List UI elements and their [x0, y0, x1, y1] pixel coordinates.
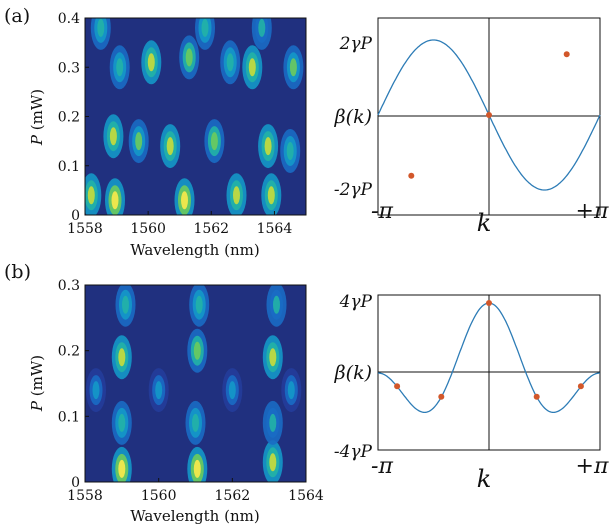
- heatmap-b-ytick-label: 0.2: [58, 344, 80, 360]
- heatmap-b-ytick-label: 0.3: [58, 278, 80, 294]
- heatmap-b-xtick-label: 1558: [67, 488, 103, 504]
- heatmap-b-xtick-label: 1562: [215, 488, 251, 504]
- heatmap-a-xtick-label: 1562: [193, 221, 229, 237]
- heatmap-b-ylabel-italic: P: [28, 400, 46, 412]
- dispersion-b-marker-4: [577, 383, 584, 390]
- heatmap-a-spot-0-layer-2: [87, 186, 95, 205]
- dispersion-b-ytick-top: 4γP: [339, 292, 373, 312]
- heatmap-b-xtick-label: 1564: [288, 488, 324, 504]
- heatmap-b-xtick-label: 1560: [141, 488, 177, 504]
- heatmap-a-spot-9-layer-2: [264, 137, 272, 156]
- dispersion-b-marker-1: [438, 393, 445, 400]
- heatmap-a-spot-13-layer-2: [185, 48, 193, 67]
- heatmap-b-spot-10-layer-2: [155, 381, 163, 400]
- heatmap-b-spot-7-layer-2: [193, 341, 201, 360]
- heatmap-b-ylabel-rest: (mW): [28, 355, 46, 401]
- heatmap-a-ytick-label: 0.1: [58, 159, 80, 175]
- dispersion-b-marker-3: [533, 393, 540, 400]
- heatmap-a-spot-1-layer-2: [111, 191, 119, 210]
- heatmap-a-ytick-label: 0.2: [58, 110, 80, 126]
- heatmap-b-ytick-label: 0.1: [58, 409, 80, 425]
- heatmap-b-spot-5-layer-2: [269, 413, 277, 432]
- heatmap-a-xtick-label: 1564: [257, 221, 293, 237]
- heatmap-a-spot-16-layer-2: [289, 58, 297, 77]
- heatmap-b-spot-3-layer-2: [118, 413, 126, 432]
- dispersion-a-xtick-left: -π: [371, 199, 393, 224]
- dispersion-b-marker-2: [486, 300, 492, 306]
- heatmap-a-spot-10-layer-2: [286, 142, 294, 160]
- heatmap-a-spot-2-layer-2: [181, 191, 188, 210]
- heatmap-b-spot-2-layer-2: [269, 453, 277, 472]
- heatmap-a-spot-8-layer-2: [210, 132, 218, 151]
- dispersion-a-ytick-top: 2γP: [339, 34, 373, 54]
- panel-label-a: (a): [4, 5, 30, 27]
- heatmap-a-xtick-label: 1560: [130, 221, 166, 237]
- heatmap-a-xtick-label: 1558: [67, 221, 103, 237]
- heatmap-a-ytick-label: 0: [71, 208, 80, 224]
- dispersion-a-marker-1: [486, 112, 492, 118]
- heatmap-a-spot-15-layer-2: [248, 58, 256, 77]
- heatmap-b-spot-13-layer-2: [122, 295, 129, 314]
- heatmap-b-spot-0-layer-2: [118, 459, 126, 478]
- heatmap-b-spot-15-layer-2: [273, 295, 280, 314]
- heatmap-a-spot-7-layer-2: [166, 137, 174, 156]
- panel-label-b: (b): [4, 261, 31, 283]
- dispersion-b-marker-0: [394, 383, 401, 390]
- heatmap-a-spot-6-layer-2: [135, 132, 143, 151]
- heatmap-b-spot-12-layer-2: [287, 381, 295, 400]
- dispersion-b-xtick-right: +π: [576, 454, 609, 479]
- heatmap-b-spot-1-layer-2: [193, 459, 201, 478]
- heatmap-a-ylabel-rest: (mW): [28, 89, 46, 135]
- heatmap-b-ytick-label: 0: [71, 475, 80, 491]
- heatmap-b-spot-11-layer-2: [228, 381, 236, 400]
- dispersion-b-xtick-left: -π: [371, 454, 393, 479]
- heatmap-a-spot-18-layer-2: [201, 18, 209, 37]
- heatmap-b-frame: [84, 284, 307, 483]
- heatmap-a: 1558 1560 1562 1564 0 0.1 0.2 0.3 0.4 Wavelength…: [28, 11, 307, 259]
- heatmap-b-spot-9-layer-2: [92, 381, 100, 400]
- heatmap-a-spot-19-layer-2: [258, 18, 266, 37]
- dispersion-b-ytick-bottom: -4γP: [334, 442, 373, 462]
- dispersion-b-xlabel: k: [477, 465, 492, 493]
- heatmap-b-spot-14-layer-2: [195, 295, 203, 314]
- heatmap-b-ylabel: P (mW): [28, 355, 46, 412]
- heatmap-a-spot-17-layer-2: [97, 18, 105, 37]
- dispersion-b: 4γP β(k) -4γP -π k +π: [334, 292, 609, 493]
- heatmap-a-spot-14-layer-2: [226, 53, 234, 72]
- heatmap-a-ylabel: P (mW): [28, 89, 46, 146]
- heatmap-a-spot-11-layer-2: [116, 58, 124, 77]
- heatmap-a-ytick-label: 0.3: [58, 60, 80, 76]
- heatmap-a-spot-4-layer-2: [267, 186, 275, 205]
- dispersion-a-xtick-right: +π: [576, 199, 609, 224]
- heatmap-b-xlabel: Wavelength (nm): [130, 507, 259, 525]
- dispersion-a-ytick-bottom: -2γP: [334, 180, 373, 200]
- dispersion-b-ylabel: β(k): [334, 362, 372, 384]
- heatmap-b-spot-8-layer-2: [269, 348, 277, 367]
- heatmap-b-spot-4-layer-2: [192, 413, 199, 432]
- heatmap-a-spot-12-layer-2: [147, 53, 155, 72]
- dispersion-a-marker-0: [408, 172, 415, 179]
- heatmap-a-spot-3-layer-2: [233, 186, 240, 205]
- dispersion-a-marker-2: [563, 51, 570, 58]
- heatmap-a-spot-5-layer-2: [109, 127, 117, 146]
- heatmap-b: 1558 1560 1562 1564 0 0.1 0.2 0.3 Wavelength (n…: [28, 278, 324, 525]
- dispersion-a-xlabel: k: [477, 209, 492, 237]
- heatmap-a-xlabel: Wavelength (nm): [130, 241, 259, 259]
- heatmap-b-spot-6-layer-2: [118, 348, 126, 367]
- heatmap-a-ytick-label: 0.4: [58, 11, 80, 27]
- dispersion-a-ylabel: β(k): [334, 106, 372, 128]
- dispersion-a: 2γP β(k) -2γP -π k +π: [334, 17, 609, 237]
- heatmap-a-ylabel-italic: P: [28, 134, 46, 146]
